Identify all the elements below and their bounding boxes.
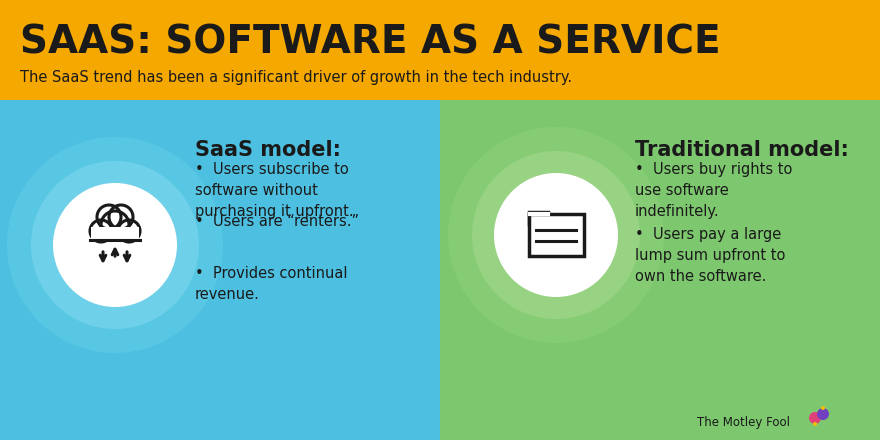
Text: The SaaS trend has been a significant driver of growth in the tech industry.: The SaaS trend has been a significant dr…	[20, 70, 572, 84]
Circle shape	[31, 161, 199, 329]
Text: •  Users buy rights to
use software
indefinitely.: • Users buy rights to use software indef…	[635, 162, 792, 219]
Circle shape	[448, 127, 664, 343]
Text: Traditional model:: Traditional model:	[635, 140, 849, 160]
Bar	[529, 212, 548, 224]
Bar	[0, 100, 440, 440]
Text: •  Users pay a large
lump sum upfront to
own the software.: • Users pay a large lump sum upfront to …	[635, 227, 785, 284]
Circle shape	[7, 137, 223, 353]
Text: The Motley Fool: The Motley Fool	[697, 415, 790, 429]
Text: •  Provides continual
revenue.: • Provides continual revenue.	[195, 266, 348, 302]
Bar	[91, 227, 139, 239]
Text: SAAS: SOFTWARE AS A SERVICE: SAAS: SOFTWARE AS A SERVICE	[20, 23, 721, 61]
Text: •  Users subscribe to
software without
purchasing it upfront.: • Users subscribe to software without pu…	[195, 162, 354, 219]
Circle shape	[472, 151, 640, 319]
Circle shape	[53, 183, 177, 307]
Circle shape	[821, 406, 825, 410]
Circle shape	[494, 173, 618, 297]
Circle shape	[101, 211, 129, 239]
Circle shape	[90, 220, 112, 242]
Bar	[90, 225, 140, 240]
Circle shape	[97, 205, 121, 229]
Text: •  Users are “renters.”: • Users are “renters.”	[195, 214, 359, 229]
Bar	[529, 214, 583, 256]
Circle shape	[109, 205, 133, 229]
Circle shape	[809, 412, 821, 424]
Circle shape	[118, 220, 140, 242]
Circle shape	[813, 422, 817, 426]
Bar	[440, 100, 880, 440]
Circle shape	[817, 408, 829, 420]
Text: SaaS model:: SaaS model:	[195, 140, 341, 160]
Bar	[0, 0, 880, 100]
